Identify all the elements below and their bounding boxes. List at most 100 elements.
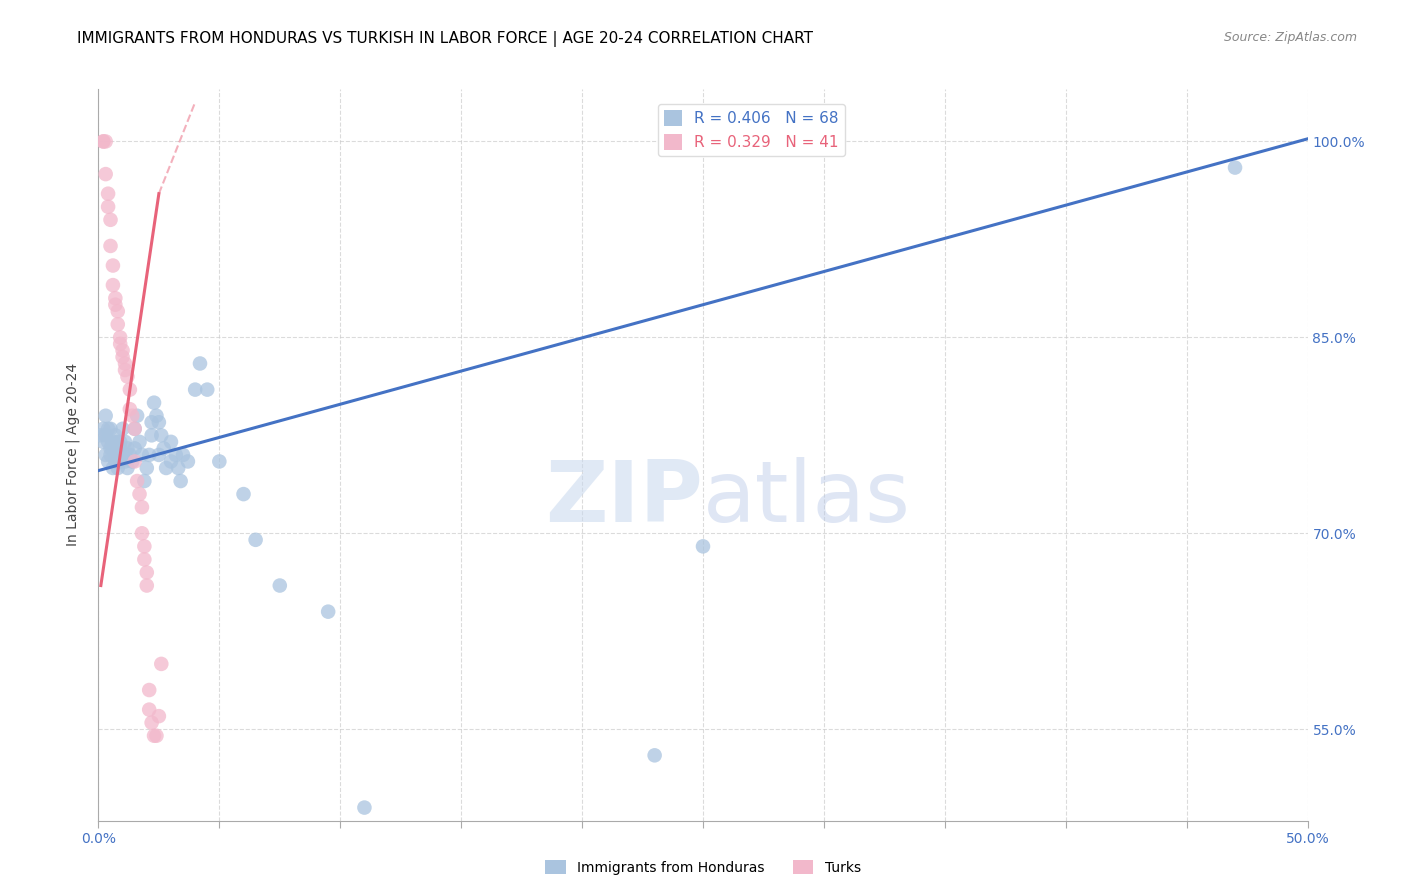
Point <box>644 748 666 763</box>
Point <box>184 383 207 397</box>
Point <box>108 330 131 344</box>
Point <box>1223 161 1246 175</box>
Point <box>91 434 114 449</box>
Point <box>114 434 136 449</box>
Point <box>138 448 160 462</box>
Point <box>160 434 183 449</box>
Point <box>152 442 174 456</box>
Point <box>148 448 170 462</box>
Point <box>94 428 117 442</box>
Point <box>160 454 183 468</box>
Point <box>97 186 120 201</box>
Point <box>107 318 129 332</box>
Point <box>134 552 156 566</box>
Point <box>90 428 112 442</box>
Point <box>101 461 124 475</box>
Point <box>121 409 143 423</box>
Point <box>100 448 122 462</box>
Point <box>91 422 114 436</box>
Point <box>111 448 134 462</box>
Point <box>111 422 134 436</box>
Point <box>107 304 129 318</box>
Point <box>124 422 146 436</box>
Point <box>94 409 117 423</box>
Text: IMMIGRANTS FROM HONDURAS VS TURKISH IN LABOR FORCE | AGE 20-24 CORRELATION CHART: IMMIGRANTS FROM HONDURAS VS TURKISH IN L… <box>77 31 813 47</box>
Point <box>118 402 141 417</box>
Point <box>97 454 120 468</box>
Point <box>114 363 136 377</box>
Point <box>172 448 194 462</box>
Point <box>135 578 157 592</box>
Point <box>100 422 122 436</box>
Point <box>134 539 156 553</box>
Point <box>121 454 143 468</box>
Point <box>135 461 157 475</box>
Point <box>128 487 150 501</box>
Point <box>145 729 167 743</box>
Point <box>150 657 173 671</box>
Point <box>148 709 170 723</box>
Point <box>104 448 127 462</box>
Point <box>143 395 166 409</box>
Point <box>97 200 120 214</box>
Point <box>143 729 166 743</box>
Point <box>108 434 131 449</box>
Point <box>150 428 173 442</box>
Point <box>138 703 160 717</box>
Point <box>692 539 714 553</box>
Point <box>188 356 211 371</box>
Point <box>117 461 139 475</box>
Y-axis label: In Labor Force | Age 20-24: In Labor Force | Age 20-24 <box>65 363 80 547</box>
Point <box>138 683 160 698</box>
Point <box>91 135 114 149</box>
Text: ZIP: ZIP <box>546 458 703 541</box>
Point <box>148 415 170 429</box>
Point <box>232 487 254 501</box>
Point <box>97 422 120 436</box>
Point <box>101 278 124 293</box>
Point <box>101 434 124 449</box>
Point <box>131 500 153 515</box>
Point <box>135 566 157 580</box>
Point <box>108 454 131 468</box>
Point <box>108 337 131 351</box>
Point <box>114 454 136 468</box>
Point <box>111 343 134 358</box>
Point <box>97 434 120 449</box>
Point <box>195 383 218 397</box>
Point <box>131 448 153 462</box>
Point <box>107 461 129 475</box>
Point <box>124 442 146 456</box>
Point <box>118 383 141 397</box>
Point <box>167 461 190 475</box>
Point <box>94 135 117 149</box>
Text: atlas: atlas <box>703 458 911 541</box>
Legend: Immigrants from Honduras, Turks: Immigrants from Honduras, Turks <box>540 855 866 880</box>
Point <box>316 605 339 619</box>
Point <box>177 454 200 468</box>
Point <box>91 135 114 149</box>
Point <box>155 461 177 475</box>
Point <box>141 715 163 730</box>
Point <box>108 442 131 456</box>
Point <box>208 454 231 468</box>
Point <box>124 422 146 436</box>
Point <box>94 167 117 181</box>
Point <box>100 239 122 253</box>
Point <box>269 578 291 592</box>
Point <box>104 428 127 442</box>
Point <box>117 442 139 456</box>
Point <box>127 474 149 488</box>
Point <box>104 454 127 468</box>
Point <box>134 474 156 488</box>
Text: Source: ZipAtlas.com: Source: ZipAtlas.com <box>1223 31 1357 45</box>
Point <box>165 448 187 462</box>
Point <box>104 298 127 312</box>
Point <box>127 409 149 423</box>
Point <box>111 350 134 364</box>
Point <box>128 434 150 449</box>
Point <box>100 212 122 227</box>
Point <box>145 409 167 423</box>
Point <box>104 291 127 305</box>
Point <box>114 356 136 371</box>
